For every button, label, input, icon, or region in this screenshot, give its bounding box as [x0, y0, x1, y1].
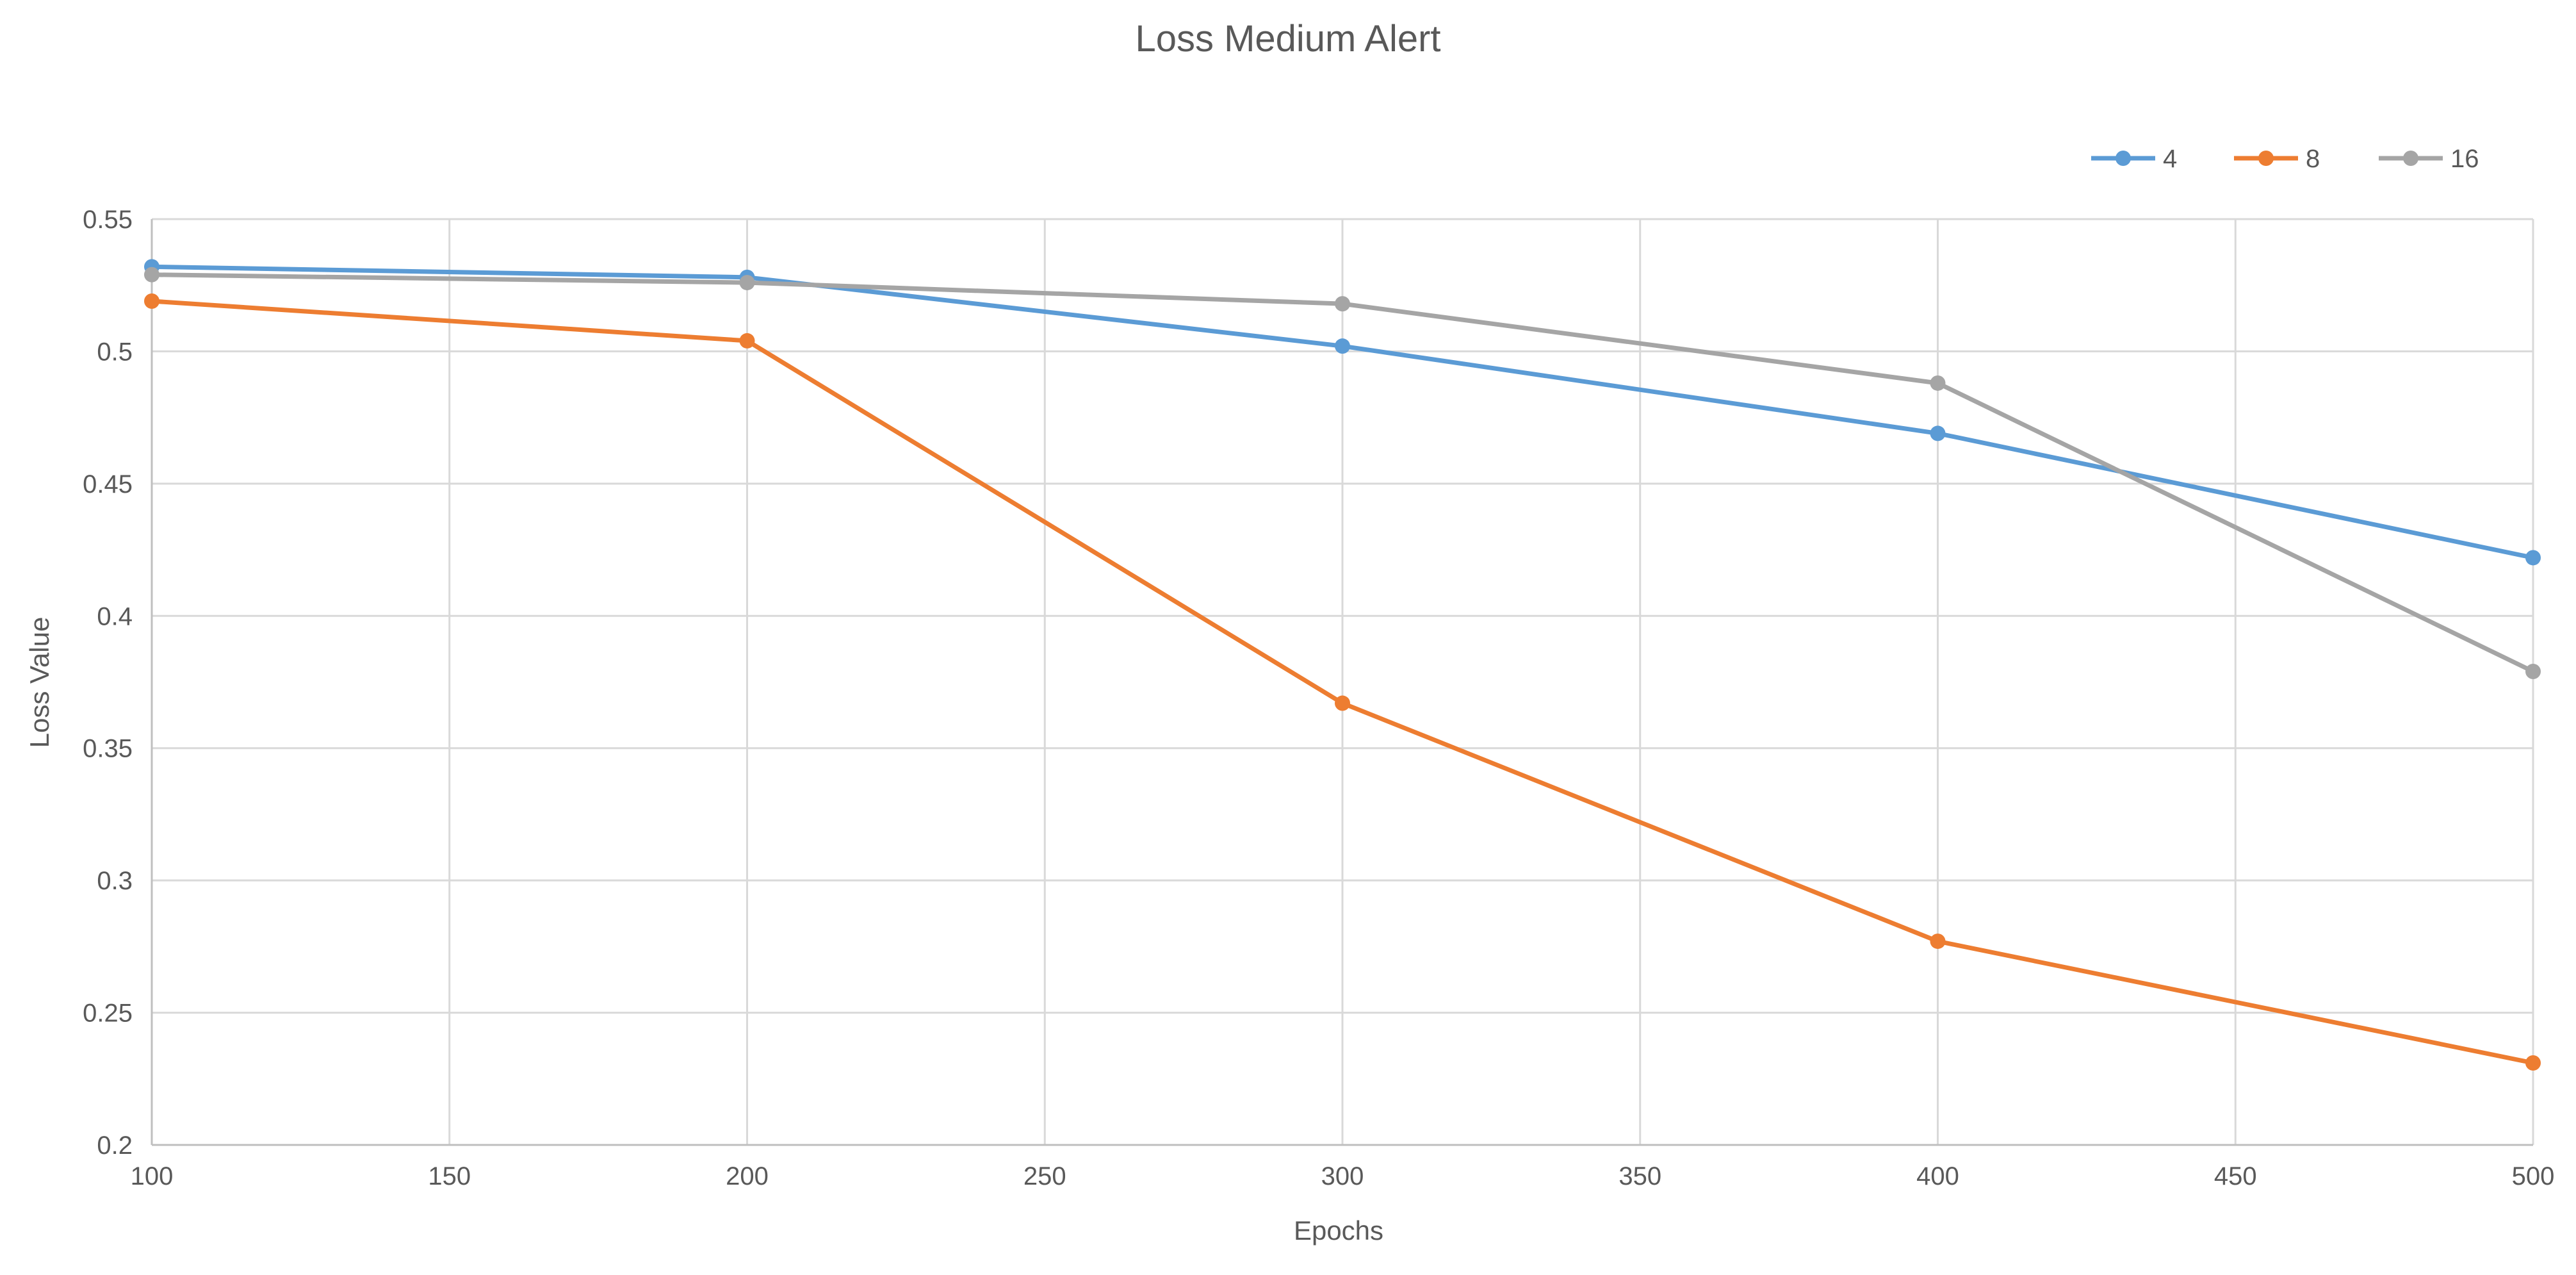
y-tick-label: 0.35 [83, 735, 133, 763]
data-point-16 [1930, 375, 1946, 391]
data-point-4 [1930, 425, 1946, 441]
legend-marker-8 [2258, 151, 2274, 166]
data-point-4 [2525, 550, 2541, 566]
gridlines [152, 218, 2534, 1145]
data-point-4 [1335, 338, 1350, 354]
axes [151, 219, 2533, 1146]
data-point-8 [144, 293, 159, 309]
y-axis-title: Loss Value [24, 617, 54, 748]
y-tick-label: 0.25 [83, 999, 133, 1028]
legend-item-4: 4 [2091, 145, 2177, 173]
x-tick-label: 150 [428, 1162, 471, 1190]
data-point-8 [739, 333, 755, 349]
legend-label-8: 8 [2306, 145, 2320, 173]
series-4 [144, 259, 2541, 566]
data-point-8 [1335, 695, 1350, 711]
data-point-16 [2525, 663, 2541, 679]
x-tick-label: 100 [131, 1162, 174, 1190]
legend-marker-16 [2403, 151, 2418, 166]
y-tick-label: 0.45 [83, 470, 133, 498]
x-tick-label: 500 [2512, 1162, 2555, 1190]
series-lines [144, 259, 2541, 1071]
legend-item-8: 8 [2234, 145, 2320, 173]
chart-title: Loss Medium Alert [1135, 18, 1440, 60]
data-point-8 [2525, 1055, 2541, 1071]
x-tick-label: 450 [2214, 1162, 2257, 1190]
y-tick-label: 0.4 [97, 602, 133, 630]
legend-marker-4 [2115, 151, 2131, 166]
data-point-16 [144, 267, 159, 283]
legend-item-16: 16 [2379, 145, 2479, 173]
y-tick-label: 0.55 [83, 206, 133, 234]
legend: 4 8 16 [2091, 145, 2479, 173]
series-8 [144, 293, 2541, 1071]
y-tick-label: 0.3 [97, 867, 133, 895]
series-16 [144, 267, 2541, 679]
y-tick-label: 0.5 [97, 338, 133, 366]
x-axis-title: Epochs [1294, 1215, 1383, 1246]
y-tick-label: 0.2 [97, 1131, 133, 1160]
x-tick-label: 400 [1916, 1162, 1959, 1190]
x-tick-label: 250 [1023, 1162, 1066, 1190]
legend-label-4: 4 [2163, 145, 2177, 173]
data-point-16 [1335, 296, 1350, 312]
data-point-8 [1930, 934, 1946, 950]
data-point-16 [739, 275, 755, 291]
x-tick-label: 200 [726, 1162, 769, 1190]
x-tick-label: 350 [1618, 1162, 1661, 1190]
legend-label-16: 16 [2450, 145, 2479, 173]
x-tick-label: 300 [1321, 1162, 1364, 1190]
tick-labels: 0.2 0.25 0.3 0.35 0.4 0.45 0.5 0.55 100 150 200 250… [83, 206, 2554, 1190]
